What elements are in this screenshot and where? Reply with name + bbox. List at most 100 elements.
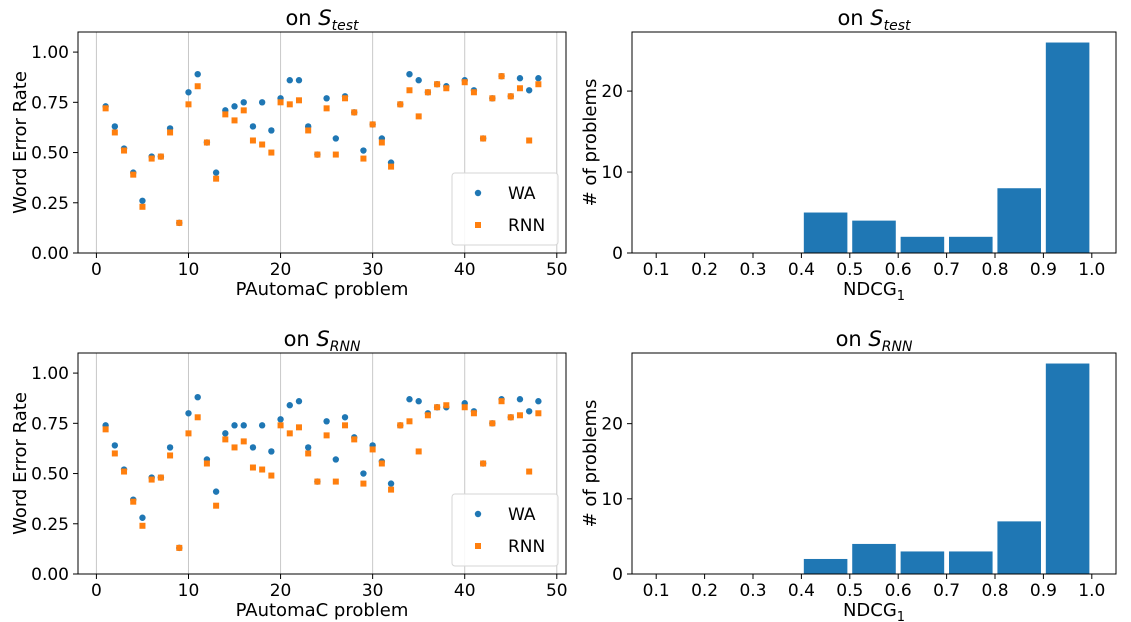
- data-point-wa: [360, 147, 367, 154]
- data-point-wa: [323, 95, 330, 102]
- histogram-bar: [1045, 42, 1090, 254]
- data-point-rnn: [424, 89, 431, 96]
- x-tick-label: 40: [454, 260, 476, 280]
- data-point-rnn: [526, 468, 533, 475]
- y-tick-label: 1.00: [31, 364, 69, 384]
- data-point-rnn: [489, 420, 496, 427]
- data-point-wa: [286, 77, 293, 84]
- data-point-rnn: [535, 410, 542, 417]
- chart-title-symbol: S: [318, 6, 331, 30]
- chart-title-prefix: on: [285, 6, 318, 30]
- x-axis-label: NDCG1: [843, 600, 905, 622]
- x-tick-label: 0.5: [836, 260, 863, 280]
- data-point-rnn: [507, 93, 514, 100]
- data-point-rnn: [286, 101, 293, 108]
- data-point-rnn: [443, 85, 450, 92]
- data-point-rnn: [526, 137, 533, 144]
- axes-frame: [631, 352, 1117, 575]
- legend-marker-wa: [474, 510, 482, 518]
- legend-label-wa: WA: [508, 184, 536, 204]
- data-point-rnn: [332, 478, 339, 485]
- data-point-wa: [360, 470, 367, 477]
- data-point-rnn: [240, 107, 247, 114]
- y-axis-label: Word Error Rate: [10, 392, 31, 535]
- chart-title-subscript: RNN: [330, 339, 361, 355]
- x-tick-label: 20: [270, 581, 292, 601]
- data-point-rnn: [157, 153, 164, 160]
- data-point-wa: [185, 89, 192, 96]
- legend: WA RNN: [451, 172, 559, 246]
- axes-frame: [77, 352, 567, 575]
- y-tick-label: 0.75: [31, 414, 69, 434]
- data-point-rnn: [480, 135, 487, 142]
- x-tick-label: 50: [546, 260, 568, 280]
- x-axis-label: PAutomaC problem: [236, 600, 409, 621]
- x-tick-label: 0.7: [933, 260, 960, 280]
- data-point-rnn: [194, 414, 201, 421]
- data-point-rnn: [240, 438, 247, 445]
- data-point-rnn: [139, 522, 146, 529]
- data-point-rnn: [342, 422, 349, 429]
- histogram-bar: [852, 220, 896, 253]
- x-tick-label: 10: [178, 581, 200, 601]
- data-point-wa: [166, 444, 174, 451]
- x-tick-label: 0.4: [788, 260, 815, 280]
- x-axis-label-main: NDCG: [843, 600, 897, 621]
- data-point-rnn: [148, 476, 155, 483]
- data-point-rnn: [360, 480, 367, 487]
- y-tick-label: 0.00: [31, 244, 69, 264]
- y-tick-label: 0.75: [31, 93, 69, 113]
- data-point-rnn: [498, 73, 505, 80]
- data-point-wa: [111, 123, 119, 130]
- x-tick-label: 0.1: [643, 581, 670, 601]
- x-tick-label: 30: [362, 260, 384, 280]
- chart-title: on Stest: [285, 6, 359, 34]
- data-point-wa: [240, 99, 247, 106]
- data-point-rnn: [222, 436, 229, 443]
- chart-title-prefix: on: [836, 327, 869, 351]
- x-tick-label: 0.1: [643, 260, 670, 280]
- data-point-rnn: [369, 121, 376, 128]
- x-axis-label-subscript: 1: [897, 289, 905, 304]
- legend: WA RNN: [451, 493, 559, 567]
- data-point-rnn: [507, 414, 514, 421]
- legend-label-rnn: RNN: [508, 537, 545, 557]
- histogram-bar: [997, 188, 1041, 253]
- data-point-rnn: [259, 466, 266, 473]
- data-point-rnn: [434, 404, 441, 411]
- data-point-wa: [212, 488, 220, 495]
- data-point-wa: [258, 99, 266, 106]
- data-point-rnn: [323, 105, 330, 112]
- histogram-bar: [997, 521, 1041, 574]
- chart-title-prefix: on: [284, 327, 317, 351]
- x-tick-label: 0: [91, 581, 102, 601]
- data-point-rnn: [148, 155, 155, 162]
- data-point-rnn: [461, 404, 468, 411]
- data-point-wa: [387, 480, 395, 487]
- histogram-bar: [900, 551, 945, 574]
- data-point-rnn: [194, 83, 201, 90]
- data-point-rnn: [443, 402, 450, 409]
- chart-panel-4: 0.1 0.2 0.3 0.4 0.5 0.6 0.7 0.8 0.9 1.0 0 10 20 on SR…: [580, 327, 1117, 622]
- chart-title: on Stest: [837, 6, 911, 34]
- data-point-wa: [268, 448, 275, 455]
- y-tick-label: 0.50: [31, 465, 69, 485]
- histogram-bar: [803, 558, 848, 574]
- data-point-rnn: [295, 424, 302, 431]
- chart-panel-2: 0.1 0.2 0.3 0.4 0.5 0.6 0.7 0.8 0.9 1.0 0 10 20 on St…: [580, 6, 1117, 304]
- x-tick-label: 0.8: [981, 260, 1008, 280]
- data-point-rnn: [369, 446, 376, 453]
- data-point-rnn: [231, 117, 238, 124]
- x-axis-label: PAutomaC problem: [236, 279, 409, 300]
- x-tick-label: 0.8: [981, 581, 1008, 601]
- data-point-wa: [277, 416, 284, 423]
- x-tick-label: 0.7: [933, 581, 960, 601]
- data-point-rnn: [516, 85, 523, 92]
- data-point-rnn: [470, 89, 477, 96]
- data-point-wa: [415, 398, 422, 405]
- y-tick-label: 0: [612, 244, 623, 264]
- x-tick-label: 1.0: [1078, 260, 1105, 280]
- y-tick-label: 20: [601, 415, 623, 435]
- data-point-wa: [535, 75, 542, 82]
